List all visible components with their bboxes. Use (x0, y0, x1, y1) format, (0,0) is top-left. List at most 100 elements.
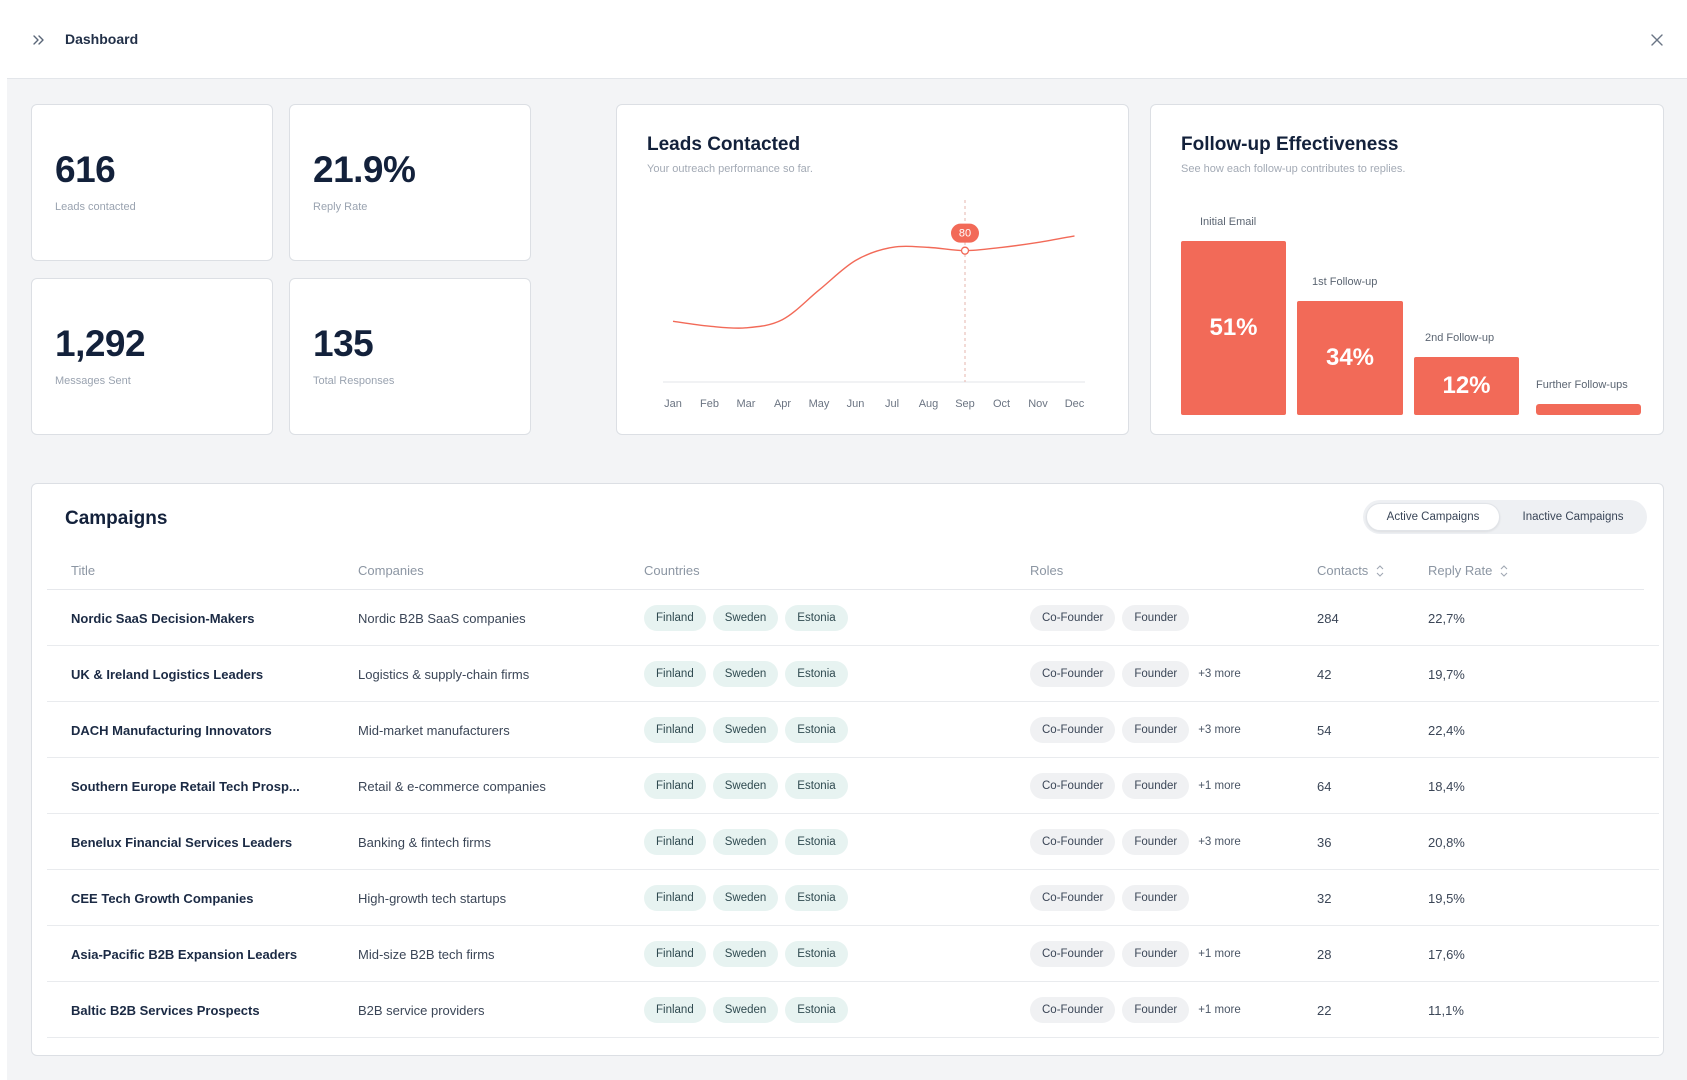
campaign-roles: Co-Founder Founder +1 more (1030, 758, 1241, 814)
table-row[interactable]: Benelux Financial Services Leaders Bankin… (47, 814, 1659, 870)
highlight-badge-label: 80 (959, 228, 971, 240)
column-header-contacts[interactable]: Contacts (1317, 563, 1384, 578)
leads-series-line (672, 235, 1075, 329)
more-roles-link[interactable]: +1 more (1198, 948, 1241, 960)
more-roles-link[interactable]: +3 more (1198, 668, 1241, 680)
bar-label: 2nd Follow-up (1425, 332, 1495, 344)
chart-title: Leads Contacted (647, 134, 801, 155)
stat-value: 1,292 (55, 323, 146, 364)
column-header-label: Reply Rate (1428, 563, 1493, 578)
column-header-label: Roles (1030, 563, 1064, 578)
x-tick-label: Apr (774, 398, 791, 410)
chart-subtitle: Your outreach performance so far. (647, 163, 813, 175)
stat-card-reply-rate: 21.9% Reply Rate (289, 104, 531, 261)
campaign-contacts: 54 (1317, 722, 1332, 738)
column-header-label: Title (71, 563, 96, 578)
column-header-reply-rate[interactable]: Reply Rate (1428, 563, 1508, 578)
x-tick-label: Sep (955, 398, 975, 410)
page-title: Dashboard (65, 31, 139, 47)
campaign-countries: Finland Sweden Estonia (644, 758, 855, 814)
campaign-contacts: 42 (1317, 666, 1332, 682)
bar-label: Further Follow-ups (1536, 379, 1628, 391)
country-chip: Finland (644, 997, 706, 1023)
country-chip: Sweden (712, 661, 779, 687)
more-roles-link[interactable]: +1 more (1198, 1004, 1241, 1016)
campaign-status-toggle: Active Campaigns Inactive Campaigns (1363, 500, 1647, 534)
close-icon[interactable] (1649, 32, 1665, 48)
bar-initial-email: 51% (1181, 241, 1286, 415)
role-chip: Co-Founder (1030, 941, 1116, 967)
role-chip: Co-Founder (1030, 885, 1116, 911)
country-chip: Finland (644, 829, 706, 855)
top-bar: Dashboard (7, 0, 1687, 79)
bar-label: Initial Email (1200, 216, 1257, 228)
country-chip: Finland (644, 885, 706, 911)
table-row[interactable]: Baltic B2B Services Prospects B2B service… (47, 982, 1659, 1038)
campaign-roles: Co-Founder Founder +3 more (1030, 702, 1241, 758)
campaign-contacts: 28 (1317, 946, 1332, 962)
role-chip: Co-Founder (1030, 829, 1116, 855)
stat-card-responses: 135 Total Responses (289, 278, 531, 435)
stat-label: Total Responses (313, 375, 395, 387)
role-chip: Founder (1122, 605, 1190, 631)
campaign-roles: Co-Founder Founder +3 more (1030, 814, 1241, 870)
campaign-companies: B2B service providers (358, 1002, 485, 1018)
campaign-title: Asia-Pacific B2B Expansion Leaders (71, 946, 298, 962)
table-row[interactable]: Asia-Pacific B2B Expansion Leaders Mid-si… (47, 926, 1659, 982)
country-chip: Sweden (712, 605, 779, 631)
campaign-roles: Co-Founder Founder (1030, 870, 1196, 926)
double-chevron-right-icon[interactable] (31, 32, 47, 48)
bar-label: 1st Follow-up (1312, 276, 1378, 288)
highlight-point[interactable] (960, 246, 970, 255)
table-row[interactable]: Nordic SaaS Decision-Makers Nordic B2B Sa… (47, 590, 1659, 646)
campaign-roles: Co-Founder Founder +1 more (1030, 982, 1241, 1038)
role-chip: Founder (1122, 885, 1190, 911)
country-chip: Sweden (712, 829, 779, 855)
column-header-label: Contacts (1317, 563, 1369, 578)
campaign-contacts: 36 (1317, 834, 1332, 850)
campaign-countries: Finland Sweden Estonia (644, 870, 855, 926)
table-row[interactable]: DACH Manufacturing Innovators Mid-market … (47, 702, 1659, 758)
campaign-title: Southern Europe Retail Tech Prosp... (71, 778, 300, 794)
role-chip: Founder (1122, 829, 1190, 855)
x-tick-label: Feb (700, 398, 719, 410)
country-chip: Estonia (785, 885, 848, 911)
country-chip: Estonia (785, 605, 848, 631)
campaign-title: DACH Manufacturing Innovators (71, 722, 272, 738)
tab-active-campaigns[interactable]: Active Campaigns (1366, 503, 1500, 531)
column-header-countries: Countries (644, 563, 700, 578)
country-chip: Estonia (785, 997, 848, 1023)
campaign-countries: Finland Sweden Estonia (644, 646, 855, 702)
country-chip: Finland (644, 773, 706, 799)
tab-inactive-campaigns[interactable]: Inactive Campaigns (1522, 511, 1624, 523)
more-roles-link[interactable]: +3 more (1198, 836, 1241, 848)
more-roles-link[interactable]: +3 more (1198, 724, 1241, 736)
campaign-reply-rate: 11,1% (1428, 1002, 1464, 1018)
country-chip: Estonia (785, 829, 848, 855)
table-row[interactable]: CEE Tech Growth Companies High-growth tec… (47, 870, 1659, 926)
campaign-roles: Co-Founder Founder (1030, 590, 1196, 646)
table-row[interactable]: UK & Ireland Logistics Leaders Logistics … (47, 646, 1659, 702)
sort-icon[interactable] (1376, 564, 1384, 577)
more-roles-link[interactable]: +1 more (1198, 780, 1241, 792)
role-chip: Co-Founder (1030, 773, 1116, 799)
campaign-companies: Banking & fintech firms (358, 834, 491, 850)
campaign-companies: High-growth tech startups (358, 890, 507, 906)
role-chip: Co-Founder (1030, 661, 1116, 687)
campaign-reply-rate: 19,7% (1428, 666, 1465, 682)
country-chip: Sweden (712, 885, 779, 911)
country-chip: Estonia (785, 773, 848, 799)
campaigns-title: Campaigns (65, 508, 168, 529)
bar-further-followups (1536, 404, 1641, 415)
campaign-countries: Finland Sweden Estonia (644, 926, 855, 982)
campaign-companies: Retail & e-commerce companies (358, 778, 546, 794)
stat-card-messages: 1,292 Messages Sent (31, 278, 273, 435)
campaign-contacts: 64 (1317, 778, 1332, 794)
sort-icon[interactable] (1500, 564, 1508, 577)
x-tick-label: Aug (919, 398, 939, 410)
role-chip: Founder (1122, 773, 1190, 799)
role-chip: Founder (1122, 997, 1190, 1023)
campaign-reply-rate: 22,4% (1428, 722, 1465, 738)
table-row[interactable]: Southern Europe Retail Tech Prosp... Reta… (47, 758, 1659, 814)
stat-label: Leads contacted (55, 201, 136, 213)
